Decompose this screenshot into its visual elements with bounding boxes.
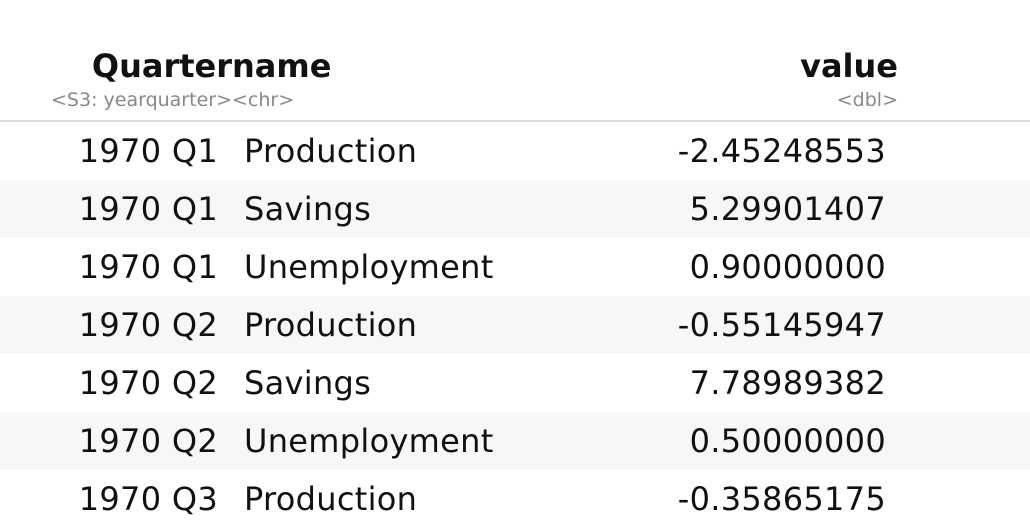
table-row: 1970 Q1 Savings 5.29901407 [0,180,1030,238]
cell-quarter: 1970 Q2 [78,364,218,402]
cell-value: 5.29901407 [572,180,898,238]
table-row: 1970 Q1 Unemployment 0.90000000 [0,238,1030,296]
row-spacer [898,296,1030,354]
header-spacer [898,86,1030,122]
table-row: 1970 Q2 Savings 7.78989382 [0,354,1030,412]
header-types-row: <S3: yearquarter> <chr> <dbl> [0,86,1030,122]
table-header: Quarter name value <S3: yearquarter> <ch… [0,0,1030,122]
row-spacer [898,412,1030,470]
cell-value: -0.35865175 [677,480,886,518]
column-type-value: <dbl> [572,86,898,122]
row-spacer [898,354,1030,412]
cell-value: -2.45248553 [677,132,886,170]
cell-quarter: 1970 Q1 [78,248,218,286]
cell-name: Unemployment [244,248,494,286]
table-body: 1970 Q1 Production -2.45248553 1970 Q1 Savin… [0,121,1030,528]
cell-value: 0.50000000 [572,412,898,470]
cell-name: Savings [232,180,572,238]
header-spacer [898,0,1030,86]
cell-value: 7.78989382 [689,364,886,402]
cell-quarter: 1970 Q2 [0,296,232,354]
header-names-row: Quarter name value [0,0,1030,86]
cell-name: Production [232,296,572,354]
cell-quarter: 1970 Q1 [0,180,232,238]
cell-name: Unemployment [232,412,572,470]
column-header-quarter: Quarter [91,47,232,85]
cell-value: 0.90000000 [689,248,886,286]
row-spacer [898,180,1030,238]
column-type-quarter: <S3: yearquarter> [0,86,232,122]
cell-name: Production [244,132,418,170]
table-row: 1970 Q2 Production -0.55145947 [0,296,1030,354]
row-spacer [898,121,1030,180]
column-header-value: value [800,47,898,85]
cell-value: -0.55145947 [572,296,898,354]
cell-quarter: 1970 Q2 [0,412,232,470]
table-row: 1970 Q2 Unemployment 0.50000000 [0,412,1030,470]
row-spacer [898,470,1030,528]
column-header-name: name [232,47,332,85]
cell-name: Production [244,480,418,518]
row-spacer [898,238,1030,296]
table-row: 1970 Q3 Production -0.35865175 [0,470,1030,528]
cell-quarter: 1970 Q3 [78,480,218,518]
cell-name: Savings [244,364,372,402]
cell-quarter: 1970 Q1 [78,132,218,170]
column-type-name: <chr> [232,86,572,122]
table-row: 1970 Q1 Production -2.45248553 [0,121,1030,180]
